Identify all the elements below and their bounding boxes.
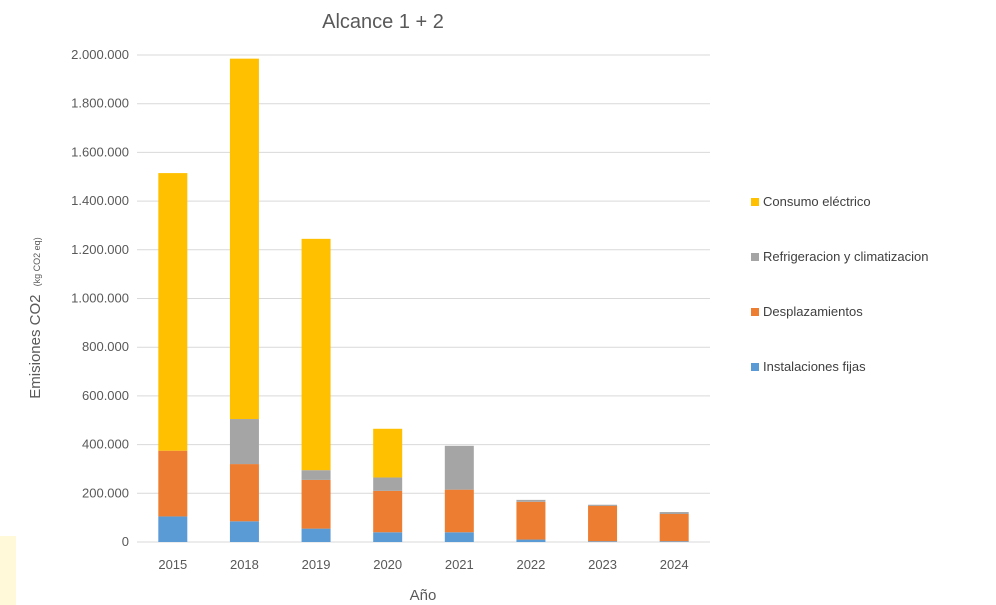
x-tick-label: 2022: [516, 557, 545, 572]
gridlines: [137, 54, 710, 543]
y-tick-label: 1.200.000: [71, 242, 129, 257]
bar-segment: [229, 464, 259, 522]
bar-segment: [516, 539, 546, 542]
corner-highlight: [0, 536, 16, 605]
bar-segment: [588, 504, 618, 506]
y-axis-label-unit: (kg CO2 eq): [32, 237, 42, 286]
y-tick-label: 0: [122, 534, 129, 549]
y-tick-label: 200.000: [82, 485, 129, 500]
x-tick-label: 2023: [588, 557, 617, 572]
bar-segment: [301, 479, 331, 529]
bar-segment: [588, 541, 618, 542]
bar-segment: [659, 513, 689, 542]
bar-segment: [373, 428, 403, 478]
x-tick-label: 2018: [230, 557, 259, 572]
y-axis-label-main: Emisiones CO2: [27, 295, 44, 399]
x-tick-label: 2021: [445, 557, 474, 572]
legend-label: Consumo eléctrico: [763, 194, 871, 209]
bar-segment: [229, 521, 259, 542]
bar-segment: [301, 528, 331, 542]
bar-segment: [301, 470, 331, 480]
legend-swatch: [751, 253, 759, 261]
bar-segment: [516, 501, 546, 540]
bar-segment: [373, 477, 403, 491]
bar-segment: [659, 541, 689, 542]
y-tick-label: 2.000.000: [71, 47, 129, 62]
bar-segment: [373, 490, 403, 533]
bar-segment: [444, 445, 474, 490]
y-tick-label: 600.000: [82, 388, 129, 403]
x-tick-label: 2024: [660, 557, 689, 572]
bar-segment: [229, 419, 259, 465]
bar-segment: [659, 512, 689, 514]
legend-label: Refrigeracion y climatizacion: [763, 249, 928, 264]
y-tick-label: 1.800.000: [71, 96, 129, 111]
legend-swatch: [751, 198, 759, 206]
x-tick-label: 2020: [373, 557, 402, 572]
bar-segment: [229, 58, 259, 420]
y-axis-label: Emisiones CO2 (kg CO2 eq): [27, 237, 44, 398]
bar-segment: [588, 505, 618, 542]
legend-swatch: [751, 308, 759, 316]
bars: [158, 58, 689, 542]
legend-label: Desplazamientos: [763, 304, 863, 319]
legend-swatch: [751, 363, 759, 371]
y-tick-label: 1.600.000: [71, 144, 129, 159]
legend: Consumo eléctrico Refrigeracion y climati…: [751, 194, 928, 374]
bar-segment: [158, 450, 188, 517]
x-axis-label: Año: [410, 587, 437, 604]
x-axis-ticks: 2015 2018 2019 2020 2021 2022 2023 2024: [158, 557, 688, 572]
y-tick-label: 400.000: [82, 437, 129, 452]
bar-segment: [373, 532, 403, 542]
bar-segment: [516, 499, 546, 502]
y-tick-label: 1.000.000: [71, 291, 129, 306]
bar-segment: [444, 489, 474, 533]
x-tick-label: 2019: [302, 557, 331, 572]
legend-label: Instalaciones fijas: [763, 359, 866, 374]
chart-title: Alcance 1 + 2: [322, 11, 444, 33]
x-tick-label: 2015: [158, 557, 187, 572]
y-axis-ticks: 0 200.000 400.000 600.000 800.000 1.000.000 1.…: [71, 47, 129, 549]
y-tick-label: 1.400.000: [71, 193, 129, 208]
bar-segment: [158, 516, 188, 542]
y-tick-label: 800.000: [82, 339, 129, 354]
bar-segment: [444, 532, 474, 542]
bar-segment: [301, 238, 331, 471]
bar-segment: [158, 173, 188, 451]
